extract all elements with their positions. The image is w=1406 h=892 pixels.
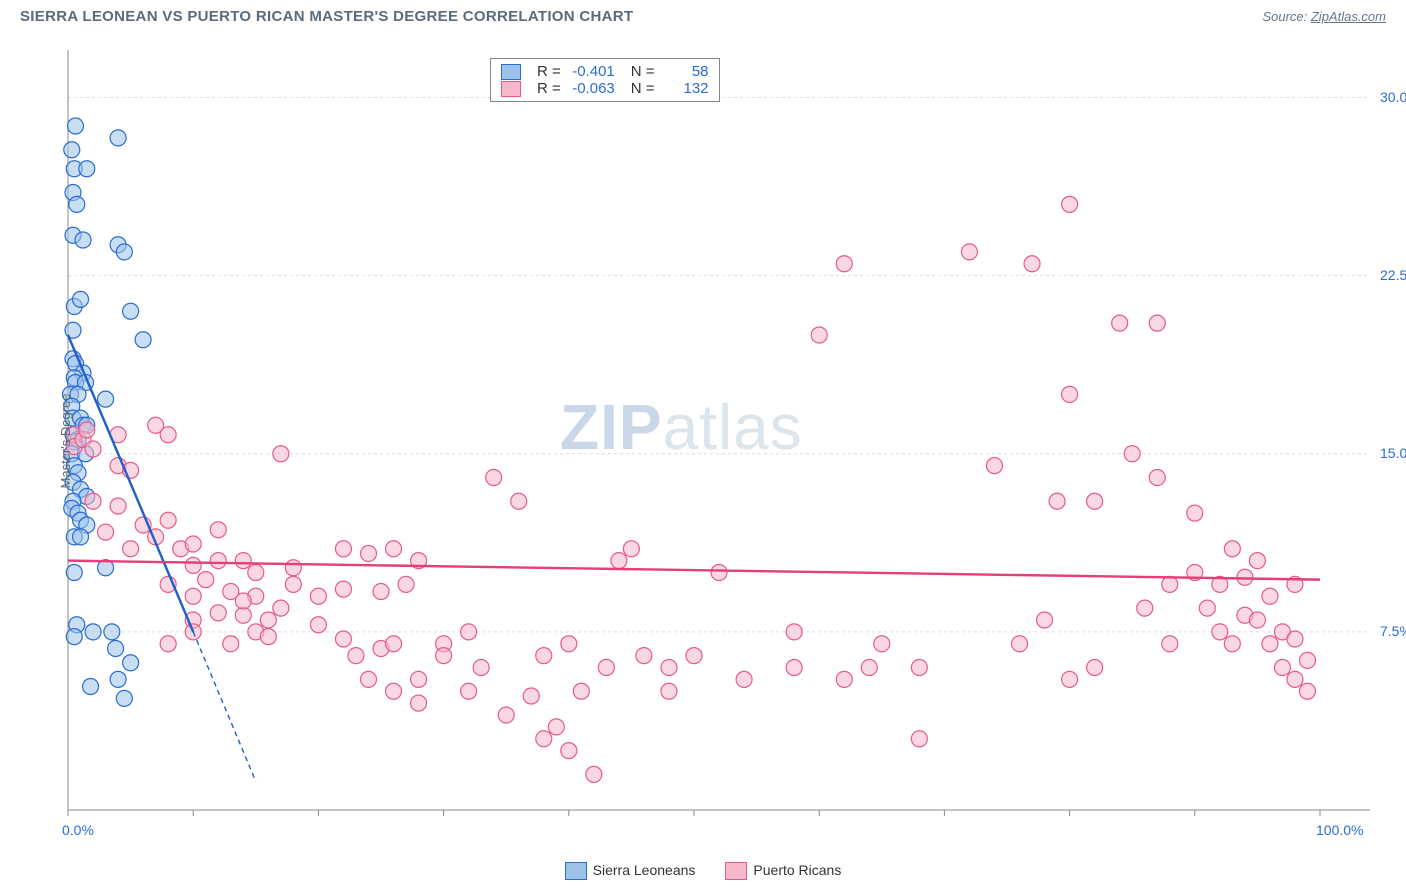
series-legend: Sierra Leoneans Puerto Ricans — [0, 862, 1406, 880]
y-tick-label: 30.0% — [1380, 89, 1406, 105]
chart-title: SIERRA LEONEAN VS PUERTO RICAN MASTER'S … — [20, 8, 633, 25]
y-tick-label: 22.5% — [1380, 267, 1406, 283]
y-axis-label: Master's Degree — [58, 394, 73, 489]
x-axis-start-label: 0.0% — [62, 822, 94, 838]
x-axis-end-label: 100.0% — [1316, 822, 1363, 838]
scatter-plot — [20, 40, 1386, 840]
correlation-legend: R =-0.401N =58R =-0.063N =132 — [490, 58, 720, 102]
y-tick-label: 7.5% — [1380, 623, 1406, 639]
legend-swatch — [565, 862, 587, 880]
legend-item-sierra-leoneans: Sierra Leoneans — [565, 862, 696, 880]
legend-swatch — [725, 862, 747, 880]
y-tick-label: 15.0% — [1380, 445, 1406, 461]
source-link[interactable]: ZipAtlas.com — [1311, 9, 1386, 24]
chart-area: Master's Degree ZIPatlas R =-0.401N =58R… — [20, 40, 1386, 842]
chart-source: Source: ZipAtlas.com — [1262, 9, 1386, 24]
chart-header: SIERRA LEONEAN VS PUERTO RICAN MASTER'S … — [0, 0, 1406, 29]
legend-item-puerto-ricans: Puerto Ricans — [725, 862, 841, 880]
